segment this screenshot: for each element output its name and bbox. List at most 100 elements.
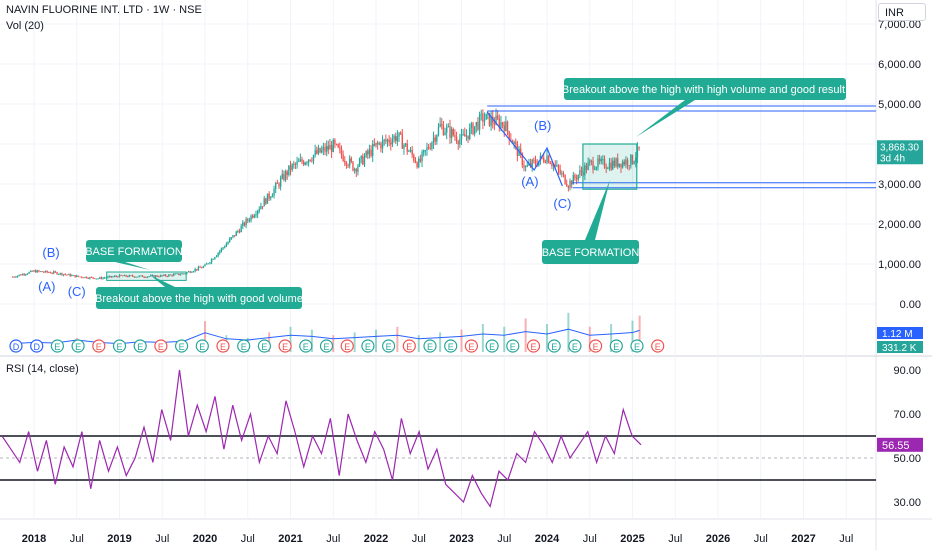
volume-bar	[588, 326, 591, 352]
candle-body	[500, 122, 502, 128]
candle-body	[283, 174, 285, 180]
candle-body	[327, 145, 330, 150]
candle-body	[245, 219, 247, 226]
event-marker	[423, 339, 437, 353]
candle-body	[100, 277, 103, 279]
candle-body	[518, 148, 520, 156]
candle-body	[380, 143, 382, 149]
candle-body	[250, 215, 252, 221]
callout-text: BASE FORMATION	[85, 246, 183, 258]
candle-body	[493, 122, 496, 125]
candle-body	[69, 274, 71, 277]
volume-ma-badge	[877, 341, 923, 353]
wave-label: (B)	[42, 245, 59, 260]
event-marker-label: E	[386, 342, 392, 352]
candle-body	[66, 274, 68, 276]
candle-body	[67, 274, 70, 275]
candle-body	[94, 278, 96, 280]
candle-body	[108, 276, 111, 277]
candle-body	[617, 158, 619, 167]
candle-body	[372, 144, 374, 156]
volume-badge	[877, 327, 923, 339]
candle-body	[495, 115, 497, 125]
candle-body	[232, 235, 234, 238]
candle-body	[608, 162, 611, 169]
candle-body	[85, 276, 88, 279]
candle-body	[169, 274, 172, 276]
currency-selector[interactable]: INR	[878, 3, 926, 21]
candle-body	[393, 135, 395, 140]
volume-bar	[503, 326, 506, 352]
candle-body	[621, 161, 624, 168]
volume-bar	[310, 329, 313, 352]
candle-body	[521, 153, 524, 166]
candle-body	[411, 150, 413, 155]
candle-body	[18, 274, 20, 276]
candle-body	[207, 263, 209, 265]
candle-body	[233, 235, 236, 237]
candle-body	[335, 144, 338, 145]
candle-body	[82, 277, 85, 279]
event-marker-label: E	[613, 342, 619, 352]
time-tick-label: 2027	[791, 533, 815, 545]
event-marker	[402, 339, 416, 353]
event-marker-label: E	[572, 342, 578, 352]
time-tick-label: 2022	[364, 533, 388, 545]
candle-body	[210, 259, 213, 263]
volume-bar	[439, 332, 442, 352]
candle-body	[572, 175, 575, 185]
time-tick-label: 2024	[535, 533, 560, 545]
event-marker-label: E	[365, 342, 371, 352]
event-marker-label: E	[593, 342, 599, 352]
candle-body	[469, 127, 471, 140]
candle-body	[325, 145, 328, 152]
candle-body	[242, 222, 244, 227]
time-tick-label: Jul	[583, 533, 597, 545]
candle-body	[543, 157, 545, 162]
candle-body	[534, 160, 537, 164]
candle-body	[626, 159, 629, 166]
candle-body	[593, 169, 596, 170]
candle-body	[80, 276, 83, 278]
candle-body	[182, 273, 185, 275]
candle-body	[441, 123, 443, 126]
candle-body	[49, 272, 52, 274]
candle-body	[347, 165, 349, 167]
candle-body	[510, 139, 512, 141]
candle-body	[225, 244, 228, 247]
candle-body	[95, 278, 98, 280]
candle-body	[230, 237, 233, 239]
candle-body	[270, 197, 272, 199]
candle-body	[117, 276, 119, 278]
volume-bar	[567, 312, 570, 352]
candle-body	[79, 276, 81, 278]
time-tick-label: 2023	[449, 533, 473, 545]
candle-body	[503, 125, 505, 132]
rsi-last-badge	[877, 437, 923, 452]
candle-body	[153, 275, 155, 278]
candle-body	[151, 275, 154, 276]
volume-bar	[631, 320, 634, 352]
callout-pointer	[150, 275, 175, 287]
candle-body	[275, 183, 277, 189]
candle-body	[513, 142, 515, 144]
candle-body	[432, 137, 435, 143]
candle-body	[321, 149, 323, 153]
candle-body	[278, 183, 280, 187]
candle-body	[460, 134, 463, 140]
candle-body	[26, 273, 29, 275]
candle-body	[44, 270, 47, 273]
candle-body	[189, 271, 191, 273]
wave-line	[486, 111, 563, 187]
candle-body	[53, 271, 55, 274]
rsi-tick-label: 50.00	[893, 453, 921, 465]
candle-body	[21, 274, 24, 276]
candle-body	[496, 115, 499, 119]
candle-body	[569, 180, 571, 188]
candle-body	[570, 180, 573, 185]
candle-body	[403, 144, 405, 149]
event-marker-label: E	[158, 342, 164, 352]
candle-body	[191, 271, 193, 273]
event-marker-label: E	[489, 342, 495, 352]
